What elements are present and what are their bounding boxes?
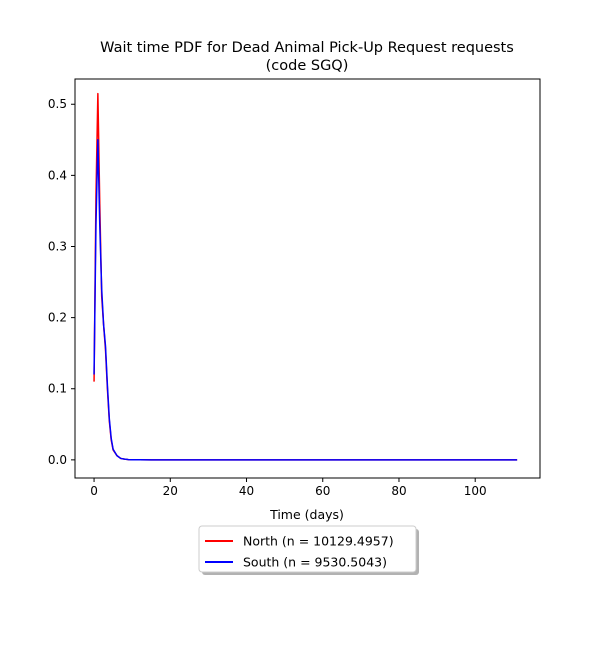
- series-line-north: [93, 92, 518, 461]
- x-tick-label: 100: [464, 484, 487, 498]
- x-tick-label: 80: [391, 484, 406, 498]
- x-axis: 0 20 40 60 80 100: [90, 478, 487, 498]
- legend-box: [198, 525, 417, 573]
- x-tick-label: 60: [315, 484, 330, 498]
- axes-frame: [74, 78, 541, 479]
- series-line-south: [93, 139, 518, 461]
- legend-label: South (n = 9530.5043): [243, 555, 387, 570]
- y-tick-label: 0.4: [48, 168, 67, 182]
- chart-title-line-1: Wait time PDF for Dead Animal Pick-Up Re…: [100, 40, 514, 56]
- y-tick-label: 0.2: [48, 311, 67, 325]
- x-tick-label: 20: [163, 484, 178, 498]
- chart-title-line-2: (code SGQ): [266, 58, 349, 74]
- x-tick-label: 0: [90, 484, 98, 498]
- y-tick-label: 0.1: [48, 382, 67, 396]
- y-tick-label: 0.0: [48, 453, 67, 467]
- plot-area: [93, 92, 518, 461]
- legend: North (n = 10129.4957) South (n = 9530.50…: [198, 525, 419, 575]
- legend-items: North (n = 10129.4957) South (n = 9530.50…: [205, 534, 394, 570]
- y-axis: 0.0 0.1 0.2 0.3 0.4 0.5: [48, 97, 75, 467]
- x-axis-label: Time (days): [269, 507, 344, 522]
- y-tick-label: 0.5: [48, 97, 67, 111]
- y-tick-label: 0.3: [48, 239, 67, 253]
- legend-label: North (n = 10129.4957): [243, 534, 394, 549]
- x-tick-label: 40: [239, 484, 254, 498]
